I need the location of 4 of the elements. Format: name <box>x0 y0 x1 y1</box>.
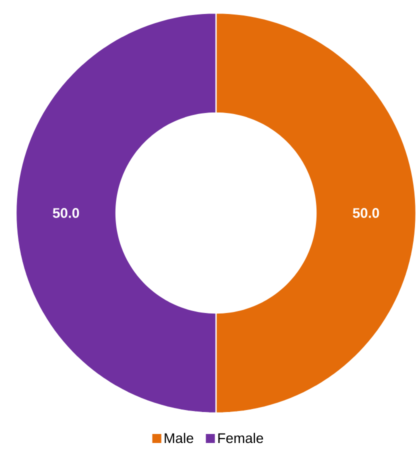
data-label: 50.0 <box>352 208 379 218</box>
legend-label: Female <box>218 432 264 444</box>
data-label: 50.0 <box>52 208 79 218</box>
legend-label: Male <box>164 432 194 444</box>
